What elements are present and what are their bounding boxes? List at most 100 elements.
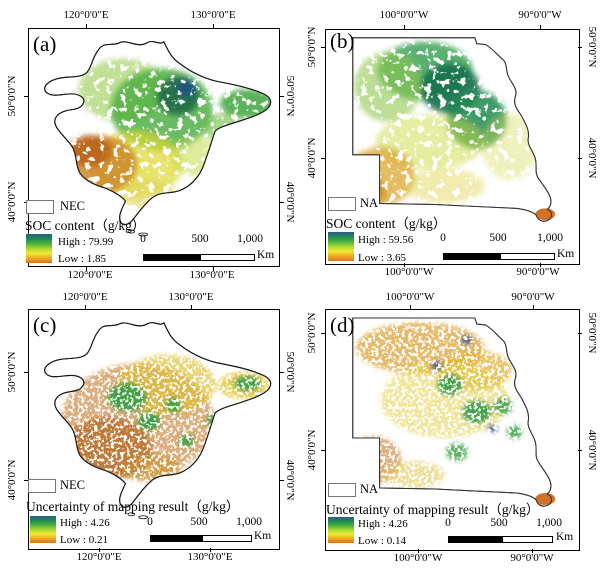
lat-label-right-upper: 50°0'0"N	[586, 26, 598, 68]
lat-label-left-lower: 40°0'0"N	[306, 137, 318, 179]
lon-label-top-left: 100°0'0"W	[385, 291, 435, 303]
panel-letter: (b)	[330, 29, 355, 53]
axis-tick	[321, 450, 325, 451]
lat-label-left-lower: 40°0'0"N	[6, 459, 18, 501]
scalebar-label-1000: 1,000	[237, 233, 263, 245]
scalebar	[443, 253, 555, 260]
island	[127, 229, 136, 234]
axis-tick	[86, 24, 87, 28]
axis-tick	[578, 158, 582, 159]
axis-tick	[404, 25, 405, 29]
island	[138, 515, 148, 520]
panel-letter: (a)	[33, 32, 57, 56]
region-symbol-swatch	[328, 483, 356, 497]
axis-tick	[578, 450, 582, 451]
scalebar	[150, 535, 252, 542]
map-na-uncertainty	[352, 317, 556, 507]
axis-tick	[321, 158, 325, 159]
scalebar-label-500: 500	[190, 516, 208, 528]
lon-label-top-right: 130°0'0"E	[168, 291, 214, 303]
lat-label-left-upper: 50°0'0"N	[306, 312, 318, 354]
map-frame	[325, 29, 580, 265]
scalebar	[143, 254, 255, 261]
legend-high-value: High : 4.26	[358, 518, 408, 530]
axis-tick	[24, 372, 28, 373]
scalebar-label-0: 0	[440, 232, 446, 244]
panel-letter: (d)	[330, 313, 355, 337]
region-label: NA	[360, 196, 379, 210]
scalebar-filled-segment	[444, 254, 502, 259]
scalebar-filled-segment	[144, 255, 202, 260]
map-frame	[325, 309, 580, 551]
legend-color-ramp	[328, 517, 354, 543]
axis-tick	[280, 480, 284, 481]
legend-title: Uncertainty of mapping result（g/kg）	[326, 502, 540, 517]
lon-label-top-right: 130°0'0"E	[190, 9, 236, 21]
lat-label-right-upper: 50°0'0"N	[284, 351, 296, 393]
legend-title: SOC content（g/kg）	[326, 216, 447, 231]
island	[138, 232, 148, 237]
scalebar-label-0: 0	[445, 517, 451, 529]
axis-tick	[86, 267, 87, 271]
lat-label-right-lower: 40°0'0"N	[586, 429, 598, 471]
scalebar-unit: Km	[257, 249, 275, 261]
legend-high-value: High : 59.56	[358, 234, 414, 246]
region-symbol-swatch	[26, 200, 54, 214]
axis-tick	[191, 305, 192, 309]
legend-color-ramp	[26, 234, 52, 263]
lon-label-bottom-right: 130°0'0"E	[187, 551, 233, 563]
axis-tick	[404, 263, 405, 267]
scalebar-filled-segment	[151, 536, 203, 541]
region-label: NEC	[60, 199, 85, 213]
lon-label-top-left: 120°0'0"E	[62, 291, 108, 303]
lon-label-top-left: 100°0'0"W	[379, 9, 429, 21]
region-label: NA	[360, 482, 379, 496]
scalebar-unit: Km	[254, 530, 272, 542]
scalebar	[448, 536, 553, 543]
scalebar-unit: Km	[556, 531, 574, 543]
scalebar-filled-segment	[449, 537, 503, 542]
scalebar-label-1000: 1,000	[537, 232, 563, 244]
scalebar-unit: Km	[557, 248, 575, 260]
scalebar-label-500: 500	[191, 233, 209, 245]
scalebar-label-0: 0	[147, 516, 153, 528]
map-frame	[28, 28, 280, 267]
island	[127, 512, 136, 517]
scalebar-label-1000: 1,000	[536, 517, 562, 529]
legend-low-value: Low : 1.85	[58, 253, 106, 265]
axis-tick	[533, 305, 534, 309]
lat-label-left-upper: 50°0'0"N	[306, 26, 318, 68]
region-symbol-swatch	[328, 197, 356, 211]
panel-d: 100°0'0"W 90°0'0"W 100°0'0"W 90°0'0"W 50…	[300, 291, 600, 582]
map-nec-soc	[44, 40, 272, 237]
axis-tick	[410, 305, 411, 309]
lat-label-right-lower: 40°0'0"N	[284, 181, 296, 223]
axis-tick	[540, 25, 541, 29]
lat-label-right-lower: 40°0'0"N	[586, 137, 598, 179]
lon-label-bottom-left: 120°0'0"E	[67, 269, 113, 281]
lon-label-bottom-right: 90°0'0"W	[510, 552, 554, 564]
lat-label-left-lower: 40°0'0"N	[306, 429, 318, 471]
legend-high-value: High : 79.99	[58, 236, 114, 248]
lat-label-right-lower: 40°0'0"N	[284, 459, 296, 501]
axis-tick	[213, 267, 214, 271]
region-symbol-swatch	[28, 479, 56, 493]
lon-label-top-right: 90°0'0"W	[518, 9, 562, 21]
axis-tick	[99, 548, 100, 552]
axis-tick	[532, 549, 533, 553]
axis-tick	[213, 24, 214, 28]
axis-tick	[210, 548, 211, 552]
lat-label-left-lower: 40°0'0"N	[6, 181, 18, 223]
axis-tick	[578, 47, 582, 48]
lon-label-top-left: 120°0'0"E	[63, 9, 109, 21]
scalebar-label-500: 500	[489, 232, 507, 244]
panel-b: 100°0'0"W 90°0'0"W 100°0'0"W 90°0'0"W 50…	[300, 0, 600, 291]
lat-label-left-upper: 50°0'0"N	[6, 351, 18, 393]
map-na-soc	[352, 37, 556, 222]
legend-low-value: Low : 3.65	[358, 252, 406, 264]
legend-high-value: High : 4.26	[60, 517, 110, 529]
lon-label-bottom-left: 120°0'0"E	[76, 551, 122, 563]
lon-label-top-right: 90°0'0"W	[511, 291, 555, 303]
axis-tick	[321, 333, 325, 334]
